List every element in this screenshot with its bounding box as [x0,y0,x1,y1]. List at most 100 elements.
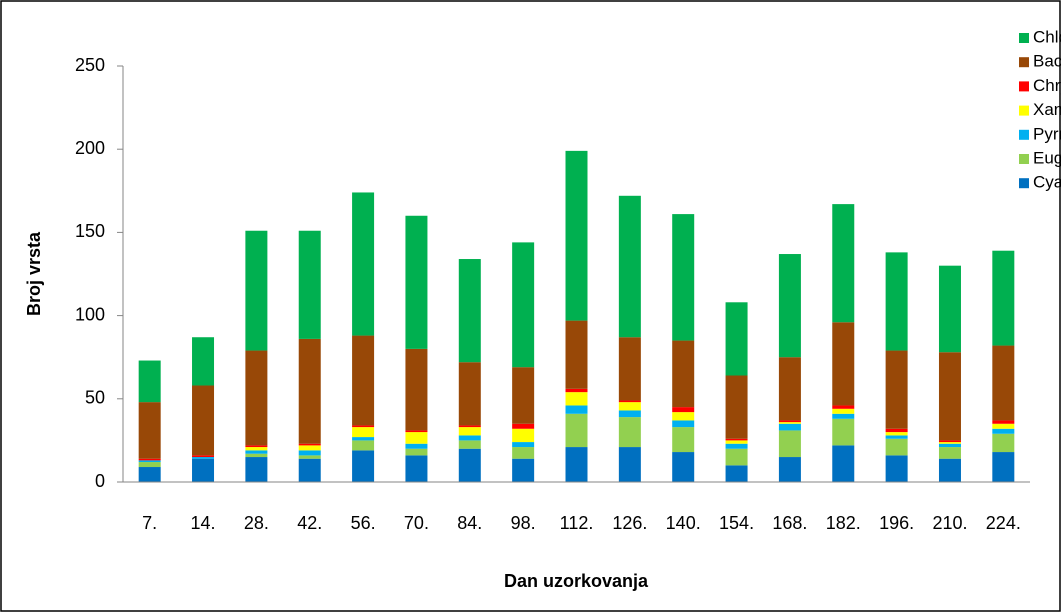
bar-segment [512,442,535,448]
bar-segment [458,362,481,426]
bar-segment [832,405,855,409]
y-tick-label: 150 [75,221,105,241]
bar-segment [352,425,375,428]
bar-segment [405,348,428,431]
legend-label: Xanthophyceae [1033,100,1061,119]
bar-segment [138,360,161,403]
bar-segment [565,150,588,321]
bar-segment [672,452,695,482]
bar-segment [778,357,801,421]
bar-segment [832,322,855,406]
x-tick-label: 112. [560,513,594,533]
bar-segment [992,420,1015,424]
y-tick-label: 250 [75,55,105,75]
x-tick-label: 126. [612,513,647,533]
y-axis-title: Broj vrsta [24,231,44,316]
bar-segment [298,230,321,339]
bar-segment [832,413,855,419]
bar-segment [725,443,748,449]
bar-segment [672,427,695,453]
bar-segment [192,455,215,458]
bar-segment [458,427,481,436]
bar-segment [405,430,428,433]
x-tick-label: 28. [244,513,269,533]
bar-segment [992,433,1015,453]
x-tick-label: 7. [142,513,157,533]
y-tick-label: 100 [75,304,105,324]
bar-segment [725,448,748,466]
bar-segment [458,448,481,482]
bar-segment [832,204,855,323]
bar-segment [138,402,161,459]
bar-segment [725,465,748,482]
bar-segment [992,423,1015,429]
bar-segment [618,195,641,338]
bar-segment [725,440,748,444]
bar-segment [512,428,535,443]
x-tick-label: 42. [297,513,322,533]
bar-segment [832,418,855,446]
x-tick-label: 182. [826,513,861,533]
bar-segment [352,427,375,438]
bar-segment [885,350,908,429]
bar-segment [565,405,588,414]
legend-label: Pyrrophyta [1033,124,1061,143]
bar-segment [938,447,961,459]
x-tick-label: 56. [351,513,376,533]
bar-segment [672,407,695,413]
x-tick-label: 210. [932,513,967,533]
x-tick-label: 154. [719,513,754,533]
bar-segment [938,442,961,444]
bar-segment [725,302,748,376]
bar-segment [778,423,801,431]
bar-segment [938,352,961,441]
bar-segment [778,420,801,423]
x-tick-label: 168. [772,513,807,533]
bar-segment [512,447,535,459]
bar-segment [512,242,535,368]
x-tick-label: 14. [191,513,216,533]
bar-segment [405,443,428,449]
legend-label: Euglenophyta [1033,148,1061,167]
bar-segment [138,462,161,468]
x-tick-label: 84. [457,513,482,533]
bar-segment [405,455,428,482]
bar-segment [938,265,961,353]
legend-swatch [1019,57,1029,68]
bar-segment [352,437,375,441]
bar-segment [938,440,961,443]
bar-segment [405,215,428,349]
bar-segment [512,458,535,482]
bar-segment [192,337,215,386]
bar-segment [192,385,215,456]
bar-segment [458,440,481,449]
bar-segment [298,338,321,444]
legend-swatch [1019,129,1029,140]
bar-segment [992,345,1015,421]
bar-segment [298,445,321,451]
bar-segment [672,340,695,408]
bar-segment [565,447,588,482]
y-tick-label: 200 [75,138,105,158]
legend-label: Cyanobacteria [1033,173,1061,192]
bar-segment [405,448,428,456]
bar-segment [885,432,908,436]
bar-segment [778,430,801,458]
legend-label: Bacillariophyceae [1033,52,1061,71]
bar-segment [618,410,641,418]
bar-segment [458,425,481,428]
x-tick-label: 196. [879,513,914,533]
bar-segment [298,458,321,482]
legend-swatch [1019,154,1029,164]
bar-segment [138,460,161,463]
bar-segment [192,457,215,459]
bar-segment [618,447,641,482]
bar-segment [298,450,321,456]
bar-segment [992,428,1015,434]
bar-segment [245,453,268,458]
bar-segment [245,230,268,351]
bar-segment [138,458,161,461]
bar-segment [992,452,1015,482]
